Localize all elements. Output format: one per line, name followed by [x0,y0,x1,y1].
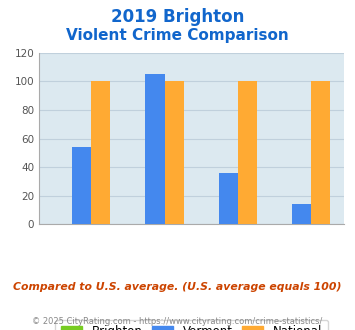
Bar [311,82,331,224]
Legend: Brighton, Vermont, National: Brighton, Vermont, National [55,319,328,330]
Bar [292,204,311,224]
Bar [72,147,91,224]
Bar [164,82,184,224]
Bar [219,173,238,224]
Text: Compared to U.S. average. (U.S. average equals 100): Compared to U.S. average. (U.S. average … [13,282,342,292]
Text: © 2025 CityRating.com - https://www.cityrating.com/crime-statistics/: © 2025 CityRating.com - https://www.city… [32,317,323,326]
Text: Violent Crime Comparison: Violent Crime Comparison [66,28,289,43]
Bar [91,82,110,224]
Bar [146,74,164,224]
Bar [238,82,257,224]
Text: 2019 Brighton: 2019 Brighton [111,8,244,26]
